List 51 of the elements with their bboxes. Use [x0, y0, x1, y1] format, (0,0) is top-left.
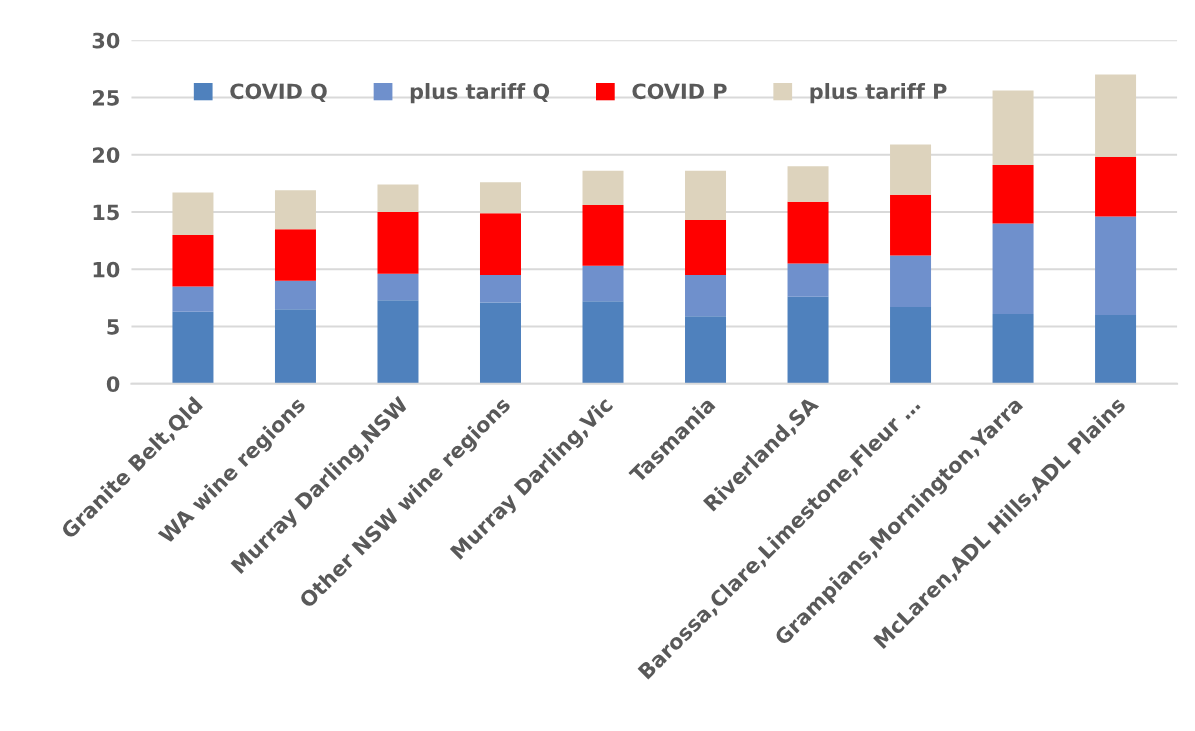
y-tick-label: 10: [93, 261, 120, 278]
y-tick-label: 20: [93, 147, 120, 163]
bar: [479, 274, 521, 303]
bar: [890, 255, 932, 308]
y-tick-label: 25: [93, 89, 119, 106]
bar: [172, 234, 214, 287]
y-tick-label: 5: [107, 319, 119, 335]
legend-label: plus tariff Q: [410, 83, 550, 104]
bar: [377, 211, 419, 274]
bar: [787, 296, 829, 384]
bar: [274, 280, 316, 310]
bar: [1095, 74, 1137, 158]
bar: [274, 309, 316, 384]
bar: [479, 213, 521, 275]
y-tick-label: 0: [106, 376, 120, 392]
y-tick-label: 15: [93, 204, 119, 221]
bar: [582, 301, 624, 384]
bar: [890, 194, 932, 256]
bar: [377, 184, 419, 212]
bar: [685, 316, 727, 384]
bar: [685, 274, 727, 317]
bar: [479, 182, 521, 214]
bar: [274, 190, 316, 230]
bar: [377, 273, 419, 301]
bar: [1095, 216, 1137, 316]
bar: [377, 300, 419, 384]
bar: [479, 302, 521, 384]
bar: [787, 201, 829, 264]
bar: [582, 265, 624, 302]
bar: [1095, 315, 1137, 384]
bar: [582, 170, 624, 206]
bar: [992, 313, 1034, 384]
bar: [787, 166, 829, 202]
bar: [274, 229, 316, 281]
bar: [992, 90, 1034, 166]
bar: [685, 220, 727, 275]
bar: [787, 263, 829, 297]
bar: [992, 223, 1034, 314]
legend-label: COVID Q: [230, 83, 327, 102]
bar: [685, 170, 727, 221]
legend-label: COVID P: [632, 83, 727, 100]
bar: [890, 307, 932, 384]
legend-label: plus tariff P: [810, 83, 947, 104]
bar: [890, 144, 932, 195]
bar: [582, 205, 624, 266]
bar: [172, 192, 214, 235]
bar: [1095, 157, 1137, 217]
y-tick-label: 30: [92, 32, 120, 49]
bar: [172, 286, 214, 312]
bar: [992, 165, 1034, 224]
bar: [172, 311, 214, 384]
